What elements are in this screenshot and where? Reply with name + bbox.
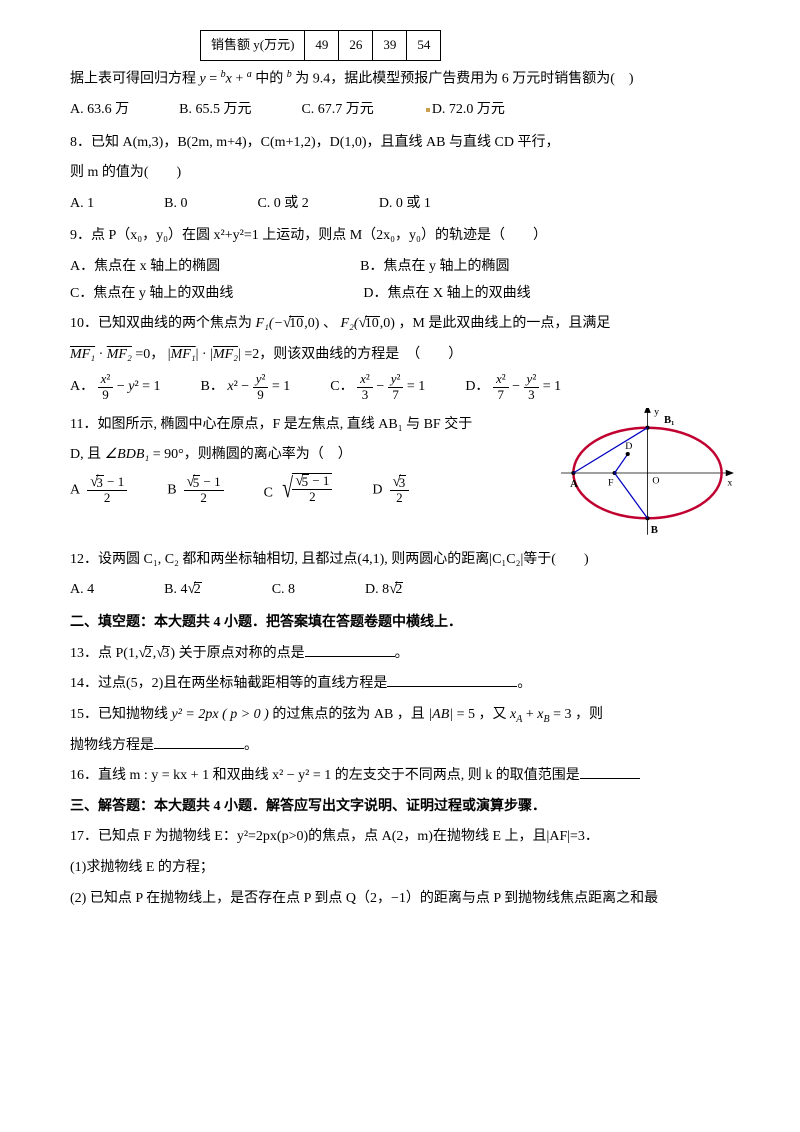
- q12-C: C. 8: [272, 577, 295, 604]
- q7-C: C. 67.7 万元: [301, 97, 373, 124]
- q10-f2a: F₂(: [340, 316, 358, 331]
- highlight-dot: [426, 108, 430, 112]
- svg-text:A: A: [570, 478, 578, 490]
- section3-title: 三、解答题：本大题共 4 小题．解答应写出文字说明、证明过程或演算步骤．: [70, 794, 740, 821]
- q10-tail: ，M 是此双曲线上的一点，且满足: [398, 316, 610, 331]
- q9-r2: C．焦点在 y 轴上的双曲线 D．焦点在 X 轴上的双曲线: [70, 281, 740, 308]
- q12-B: B. 42: [164, 577, 202, 604]
- q10-pre: 10．已知双曲线的两个焦点为: [70, 316, 252, 331]
- q10-A: A． x²9 − y² = 1: [70, 372, 161, 402]
- q12-stem: 12．设两圆 C₁, C₂ 都和两坐标轴相切, 且都过点(4,1), 则两圆心的…: [70, 547, 740, 574]
- q8-options: A. 1 B. 0 C. 0 或 2 D. 0 或 1: [70, 191, 740, 218]
- q9-stem: 9．点 P（x₀，y₀）在圆 x²+y²=1 上运动，则点 M（2x₀，y₀）的…: [70, 223, 740, 250]
- q16: 16．直线 m : y = kx + 1 和双曲线 x² − y² = 1 的左…: [70, 763, 740, 790]
- q10-l2: MF₁ · MF₂ =0， |MF₁| · |MF₂| =2，则该双曲线的方程是…: [70, 342, 740, 369]
- q10-f1a: F₁(−: [256, 316, 284, 331]
- q10-l2b: =2，则该双曲线的方程是 （ ）: [244, 347, 462, 362]
- q14-text: 14．过点(5，2)且在两坐标轴截距相等的直线方程是: [70, 676, 387, 691]
- q16-blank: [580, 764, 640, 779]
- q11-l2a: D, 且: [70, 447, 101, 462]
- q11-C: C √5 − 12: [264, 473, 333, 507]
- q11-A: A 3 − 12: [70, 475, 127, 505]
- q7-s2: 中的: [255, 71, 283, 86]
- q15-ab: |AB|: [428, 707, 453, 722]
- q11-l2b: = 90°，则椭圆的离心率为（ ）: [153, 447, 352, 462]
- q12-A: A. 4: [70, 577, 94, 604]
- q10-B: B． x² − y²9 = 1: [201, 372, 291, 402]
- q15-eq: y² = 2px ( p > 0 ): [172, 707, 269, 722]
- q14-blank: [387, 672, 517, 687]
- q10-f2b: ,0): [380, 316, 395, 331]
- svg-text:x: x: [727, 477, 732, 488]
- q7-B: B. 65.5 万元: [179, 97, 251, 124]
- c3: 39: [373, 31, 407, 61]
- q10-l2a: =0，: [135, 347, 164, 362]
- q9-r1: A．焦点在 x 轴上的椭圆 B．焦点在 y 轴上的椭圆: [70, 254, 740, 281]
- q10-D: D． x²7 − y²3 = 1: [465, 372, 561, 402]
- q16-pre: 16．直线 m : y = kx + 1 和双曲线 x² − y² = 1 的左…: [70, 768, 580, 783]
- svg-text:F: F: [608, 477, 614, 488]
- q15-a: 15．已知抛物线: [70, 707, 168, 722]
- q11-angle: ∠BDB₁: [105, 447, 150, 462]
- q7-s3: 为 9.4，据此模型预报广告费用为 6 万元时销售额为( ): [295, 71, 633, 86]
- q10-sep: 、: [323, 316, 337, 331]
- svg-text:O: O: [652, 476, 659, 487]
- q7-options: A. 63.6 万 B. 65.5 万元 C. 67.7 万元 D. 72.0 …: [70, 97, 740, 124]
- sales-table: 销售额 y(万元) 49 26 39 54: [200, 30, 441, 61]
- q12-options: A. 4 B. 42 C. 8 D. 82: [70, 577, 740, 604]
- q11-B: B 5 − 12: [167, 475, 223, 505]
- ellipse-figure: y x B₁ B A F D O: [555, 408, 740, 543]
- q9-D: D．焦点在 X 轴上的双曲线: [363, 281, 530, 308]
- q8-l2: 则 m 的值为( ): [70, 160, 740, 187]
- q10-f1b: ,0): [304, 316, 319, 331]
- q15-l2t: 抛物线方程是: [70, 738, 154, 753]
- q17-l3: (2) 已知点 P 在抛物线上，是否存在点 P 到点 Q（2，−1）的距离与点 …: [70, 886, 740, 913]
- q15-d: = 3 ，则: [553, 707, 603, 722]
- q11-D: D 32: [372, 475, 409, 505]
- q7-s1: 据上表可得回归方程: [70, 71, 196, 86]
- q7-A: A. 63.6 万: [70, 97, 129, 124]
- q7-stem: 据上表可得回归方程 y = bx + a 中的 b 为 9.4，据此模型预报广告…: [70, 65, 740, 93]
- q13-pre: 13．点 P(1,: [70, 646, 138, 661]
- section2-title: 二、填空题：本大题共 4 小题．把答案填在答题卷题中横线上．: [70, 610, 740, 637]
- th-sales: 销售额 y(万元): [201, 31, 305, 61]
- q8-B: B. 0: [164, 191, 187, 218]
- svg-text:D: D: [625, 441, 632, 452]
- q7-D: D. 72.0 万元: [432, 97, 505, 124]
- svg-text:B: B: [651, 524, 658, 536]
- q15-c: = 5 ，又: [457, 707, 507, 722]
- q13: 13．点 P(1,2,3) 关于原点对称的点是。: [70, 641, 740, 668]
- q15-l2: 抛物线方程是。: [70, 733, 740, 760]
- q11-options: A 3 − 12 B 5 − 12 C √5 − 12 D 32: [70, 473, 550, 507]
- q8-l1: 8．已知 A(m,3)，B(2m, m+4)，C(m+1,2)，D(1,0)，且…: [70, 130, 740, 157]
- q8-A: A. 1: [70, 191, 94, 218]
- q15-blank: [154, 734, 244, 749]
- q9-B: B．焦点在 y 轴上的椭圆: [360, 254, 509, 281]
- c4: 54: [407, 31, 441, 61]
- q9-A: A．焦点在 x 轴上的椭圆: [70, 254, 220, 281]
- q15-l1: 15．已知抛物线 y² = 2px ( p > 0 ) 的过焦点的弦为 AB ，…: [70, 702, 740, 729]
- q14: 14．过点(5，2)且在两坐标轴截距相等的直线方程是。: [70, 671, 740, 698]
- q11-wrap: y x B₁ B A F D O 11．如图所示, 椭圆中心在原点，F 是左焦点…: [70, 408, 740, 543]
- q8-D: D. 0 或 1: [379, 191, 431, 218]
- svg-text:y: y: [654, 408, 659, 418]
- q10-l1: 10．已知双曲线的两个焦点为 F₁(−10,0) 、 F₂(10,0) ，M 是…: [70, 311, 740, 338]
- c1: 49: [305, 31, 339, 61]
- svg-text:B₁: B₁: [664, 414, 674, 426]
- q10-options: A． x²9 − y² = 1 B． x² − y²9 = 1 C． x²3 −…: [70, 372, 740, 402]
- q9-C: C．焦点在 y 轴上的双曲线: [70, 281, 233, 308]
- q8-C: C. 0 或 2: [257, 191, 308, 218]
- q12-D: D. 82: [365, 577, 403, 604]
- c2: 26: [339, 31, 373, 61]
- q17-l1: 17．已知点 F 为抛物线 E：y²=2px(p>0)的焦点，点 A(2，m)在…: [70, 824, 740, 851]
- q13-post: ) 关于原点对称的点是: [170, 646, 304, 661]
- q15-b: 的过焦点的弦为 AB ，且: [272, 707, 424, 722]
- q17-l2: (1)求抛物线 E 的方程；: [70, 855, 740, 882]
- q10-C: C． x²3 − y²7 = 1: [330, 372, 425, 402]
- q13-blank: [305, 642, 395, 657]
